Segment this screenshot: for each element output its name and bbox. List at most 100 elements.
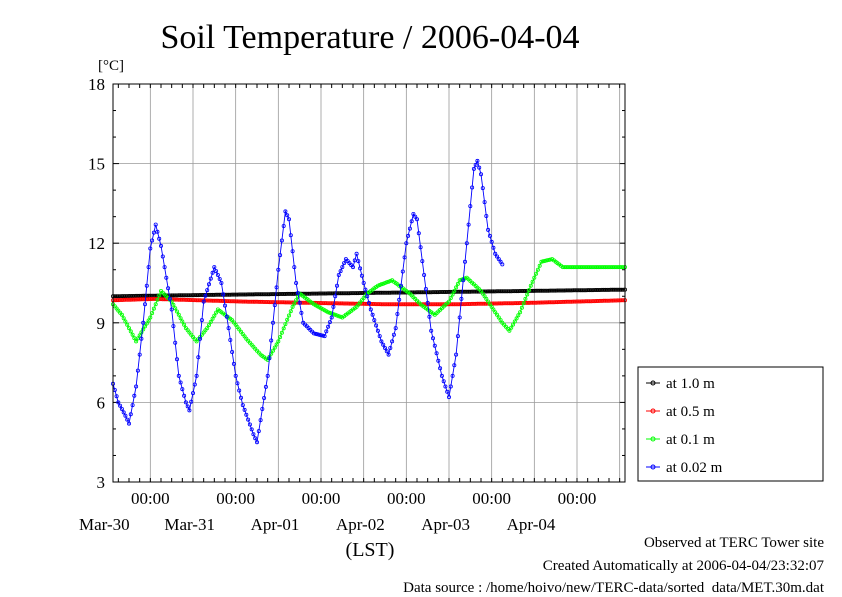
data-point [607, 298, 612, 303]
data-point [425, 300, 430, 305]
data-point [189, 297, 194, 302]
data-point [484, 296, 489, 301]
data-point [509, 325, 514, 330]
data-point [473, 162, 478, 167]
data-point [491, 245, 496, 250]
data-point [500, 289, 505, 294]
legend-swatch-marker [650, 464, 656, 470]
x-tick-time-label: 00:00 [558, 489, 597, 508]
data-point [269, 300, 274, 305]
data-point [119, 312, 124, 317]
data-point [534, 271, 539, 276]
data-point [127, 326, 132, 331]
data-point [251, 292, 256, 297]
data-point [454, 352, 459, 357]
data-point [173, 297, 178, 302]
y-axis-label: [°C] [98, 58, 124, 74]
data-point [352, 258, 357, 263]
data-point [461, 302, 466, 307]
data-point [333, 294, 338, 299]
data-point [235, 292, 240, 297]
data-point [478, 172, 483, 177]
data-point [477, 289, 482, 294]
data-point [462, 259, 467, 264]
data-point [336, 314, 341, 319]
data-point [366, 300, 371, 305]
data-point [253, 436, 258, 441]
data-point [493, 289, 498, 294]
data-point [288, 309, 293, 314]
data-point [448, 295, 453, 300]
data-point [443, 384, 448, 389]
data-point [302, 300, 307, 305]
data-point [541, 259, 546, 264]
data-point [464, 241, 469, 246]
data-point [151, 306, 156, 311]
data-point [198, 336, 203, 341]
data-point [598, 298, 603, 303]
data-point [331, 304, 336, 309]
data-point [519, 305, 524, 310]
data-point [190, 391, 195, 396]
data-point [260, 299, 265, 304]
data-point [322, 334, 327, 339]
data-point [281, 326, 286, 331]
data-point [528, 283, 533, 288]
data-point [308, 291, 313, 296]
data-point [429, 328, 434, 333]
data-point [148, 315, 153, 320]
data-point [247, 422, 252, 427]
data-point [187, 297, 192, 302]
data-point [150, 238, 155, 243]
data-point [500, 262, 505, 267]
footer-site: Observed at TERC Tower site [643, 535, 824, 551]
data-point [292, 265, 297, 270]
data-point [174, 309, 179, 314]
data-point [146, 265, 151, 270]
data-point [285, 317, 290, 322]
data-point [142, 302, 147, 307]
data-point [589, 288, 594, 293]
data-point [375, 283, 380, 288]
data-point [269, 338, 274, 343]
data-point [452, 288, 457, 293]
data-point [214, 269, 219, 274]
data-point [461, 278, 466, 283]
data-point [382, 280, 387, 285]
data-point [543, 258, 548, 263]
data-point [235, 299, 240, 304]
data-point [413, 214, 418, 219]
data-point [379, 282, 384, 287]
data-point [173, 340, 178, 345]
data-point [205, 326, 210, 331]
data-point [379, 290, 384, 295]
data-point [324, 291, 329, 296]
data-point [139, 336, 144, 341]
data-point [507, 289, 512, 294]
data-point [411, 290, 416, 295]
data-point [550, 300, 555, 305]
data-point [141, 320, 146, 325]
data-point [190, 293, 195, 298]
data-point [333, 312, 338, 317]
data-point [361, 280, 366, 285]
data-point [226, 326, 231, 331]
data-point [493, 301, 498, 306]
data-point [244, 412, 249, 417]
data-point [414, 217, 419, 222]
data-point [237, 292, 242, 297]
series-at-1-0-m [111, 287, 628, 299]
data-point [482, 200, 487, 205]
data-point [484, 289, 489, 294]
data-point [263, 384, 268, 389]
data-point [173, 293, 178, 298]
data-point [432, 343, 437, 348]
data-point [434, 351, 439, 356]
data-point [272, 303, 277, 308]
data-point [509, 289, 514, 294]
data-point [518, 310, 523, 315]
data-point [189, 293, 194, 298]
legend-swatch-marker [650, 436, 656, 442]
x-tick-date-label: Apr-04 [507, 515, 556, 534]
data-point [512, 319, 517, 324]
